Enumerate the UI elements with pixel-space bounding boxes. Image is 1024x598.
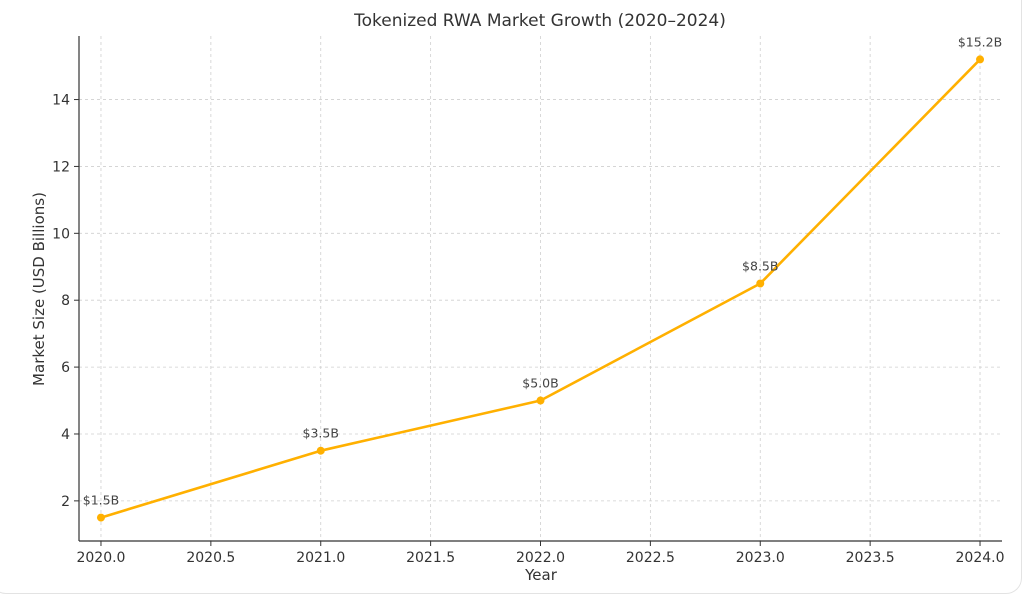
y-axis-label: Market Size (USD Billions) <box>30 192 48 386</box>
y-axis-ticks: 2 4 6 8 10 12 14 <box>52 93 79 510</box>
data-point <box>96 513 105 522</box>
x-tick-label: 2021.0 <box>296 550 345 566</box>
data-point <box>976 55 985 64</box>
x-axis-label: Year <box>524 566 558 584</box>
x-tick-label: 2020.0 <box>76 550 125 566</box>
data-point <box>316 446 325 455</box>
data-label: $15.2B <box>958 34 1002 49</box>
data-labels: $1.5B $3.5B $5.0B $8.5B $15.2B <box>83 34 1002 507</box>
y-tick-label: 14 <box>52 93 70 109</box>
grid-lines <box>79 36 1002 541</box>
y-tick-label: 2 <box>61 494 70 510</box>
y-tick-label: 12 <box>52 159 70 175</box>
x-tick-label: 2023.5 <box>846 550 895 566</box>
y-tick-label: 10 <box>52 226 70 242</box>
x-tick-label: 2024.0 <box>956 550 1005 566</box>
data-label: $3.5B <box>303 426 339 441</box>
y-tick-label: 8 <box>61 293 70 309</box>
x-tick-label: 2023.0 <box>736 550 785 566</box>
data-point <box>536 396 545 405</box>
x-tick-label: 2022.5 <box>626 550 675 566</box>
series-layer <box>96 55 985 522</box>
data-label: $8.5B <box>742 258 778 273</box>
x-tick-label: 2022.0 <box>516 550 565 566</box>
y-tick-label: 4 <box>61 427 70 443</box>
x-tick-label: 2020.5 <box>186 550 235 566</box>
data-label: $5.0B <box>522 376 558 391</box>
data-point <box>756 279 765 288</box>
chart-title: Tokenized RWA Market Growth (2020–2024) <box>353 11 726 31</box>
x-axis-ticks: 2020.0 2020.5 2021.0 2021.5 2022.0 2022.5 2023… <box>76 541 1005 566</box>
y-tick-label: 6 <box>61 360 70 376</box>
data-label: $1.5B <box>83 493 119 508</box>
x-tick-label: 2021.5 <box>406 550 455 566</box>
